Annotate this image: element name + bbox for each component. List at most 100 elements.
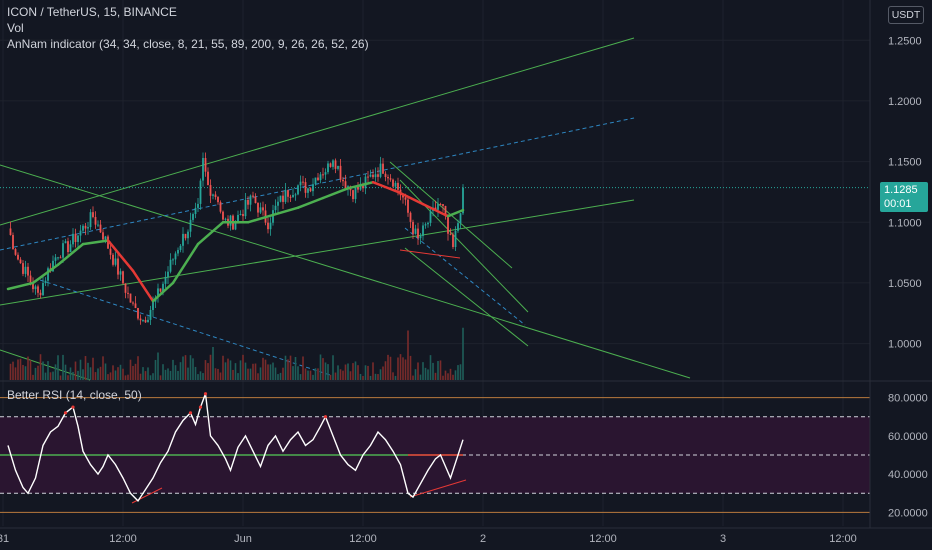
volume-bar xyxy=(69,367,72,380)
candle-body xyxy=(354,186,357,200)
time-tick-label: Jun xyxy=(234,533,252,545)
volume-bar xyxy=(269,364,272,380)
candle-body xyxy=(279,195,282,202)
volume-bar xyxy=(367,365,369,380)
volume-bar xyxy=(444,370,447,380)
volume-bar xyxy=(27,356,29,380)
candle-body xyxy=(314,177,317,185)
candle-body xyxy=(72,233,74,245)
rsi-tick-label: 80.0000 xyxy=(888,393,928,405)
candle-body xyxy=(139,318,142,321)
volume-bar xyxy=(392,372,394,380)
trendline xyxy=(0,199,635,306)
volume-bar xyxy=(357,365,359,380)
rsi-panel xyxy=(0,397,870,513)
volume-bar xyxy=(64,364,67,380)
volume-bar xyxy=(409,355,412,380)
ma-segment xyxy=(321,187,350,200)
ma-segment xyxy=(171,242,200,285)
currency-selector[interactable]: USDT xyxy=(888,6,924,24)
candle-body xyxy=(37,286,39,293)
candle-body xyxy=(127,292,129,294)
volume-bar xyxy=(369,375,372,380)
volume-bar xyxy=(334,372,337,380)
volume-bar xyxy=(394,375,397,380)
candle-body xyxy=(14,249,17,255)
volume-bar xyxy=(389,356,392,380)
candle-body xyxy=(247,199,249,205)
volume-bar xyxy=(117,367,119,380)
candle-body xyxy=(132,302,134,304)
candle-body xyxy=(252,195,254,197)
volume-bar xyxy=(37,365,39,380)
volume-bar xyxy=(424,367,427,380)
candle-body xyxy=(362,183,364,189)
candle-body xyxy=(249,195,252,205)
volume-bar xyxy=(264,359,267,380)
volume-bar xyxy=(74,361,77,380)
volume-bar xyxy=(197,374,199,380)
candle-body xyxy=(79,230,82,236)
candle-body xyxy=(179,245,182,250)
volume-bar xyxy=(267,364,269,380)
candle-body xyxy=(149,309,152,320)
volume-bar xyxy=(262,357,264,380)
rsi-tick-label: 40.0000 xyxy=(888,469,928,481)
volume-bar xyxy=(452,374,454,380)
volume-bar xyxy=(139,373,142,380)
volume-bar xyxy=(459,364,462,380)
volume-bar xyxy=(292,366,294,380)
candle-body xyxy=(157,288,159,298)
candle-body xyxy=(299,181,302,186)
ma-segment xyxy=(6,281,35,291)
candle-body xyxy=(394,182,397,187)
volume-bar xyxy=(274,367,277,380)
ma-segment xyxy=(151,281,175,303)
candle-body xyxy=(409,212,412,222)
volume-bar xyxy=(202,373,204,380)
candle-body xyxy=(129,293,132,303)
price-tick-label: 1.2000 xyxy=(888,96,922,108)
volume-bar xyxy=(167,368,169,380)
volume-bar xyxy=(219,372,222,380)
candle-body xyxy=(449,233,452,235)
volume-bar xyxy=(29,360,32,380)
time-tick-label: 12:00 xyxy=(589,533,617,545)
volume-bar xyxy=(359,373,362,380)
candle-body xyxy=(109,248,112,255)
candle-body xyxy=(114,258,117,265)
volume-bar xyxy=(22,364,24,380)
candle-body xyxy=(99,224,102,233)
volume-bar xyxy=(242,354,244,380)
price-tick-label: 1.1000 xyxy=(888,217,922,229)
volume-bar xyxy=(12,361,14,380)
volume-bar xyxy=(352,363,354,380)
time-tick-label: 12:00 xyxy=(829,533,857,545)
volume-bar xyxy=(92,357,94,380)
candle-body xyxy=(244,199,247,217)
trendline xyxy=(399,249,461,259)
symbol-legend: ICON / TetherUS, 15, BINANCE xyxy=(7,5,177,19)
candle-body xyxy=(74,233,77,242)
candle-body xyxy=(304,182,307,193)
volume-bar xyxy=(299,374,302,380)
volume-bar xyxy=(24,366,27,380)
volume-bar xyxy=(322,358,324,380)
volume-bar xyxy=(402,357,404,380)
volume-bar xyxy=(462,327,464,380)
ma-segment xyxy=(106,239,135,273)
candle-body xyxy=(164,276,167,284)
volume-bar xyxy=(414,369,417,380)
candle-body xyxy=(374,174,377,178)
candle-body xyxy=(229,215,232,226)
volume-bar xyxy=(72,371,74,380)
volume-bar xyxy=(172,359,174,380)
candle-body xyxy=(462,187,464,214)
candle-body xyxy=(397,182,399,190)
candle-body xyxy=(134,303,137,309)
ma-segment xyxy=(271,206,300,217)
candle-body xyxy=(207,171,209,186)
candle-body xyxy=(429,210,432,223)
